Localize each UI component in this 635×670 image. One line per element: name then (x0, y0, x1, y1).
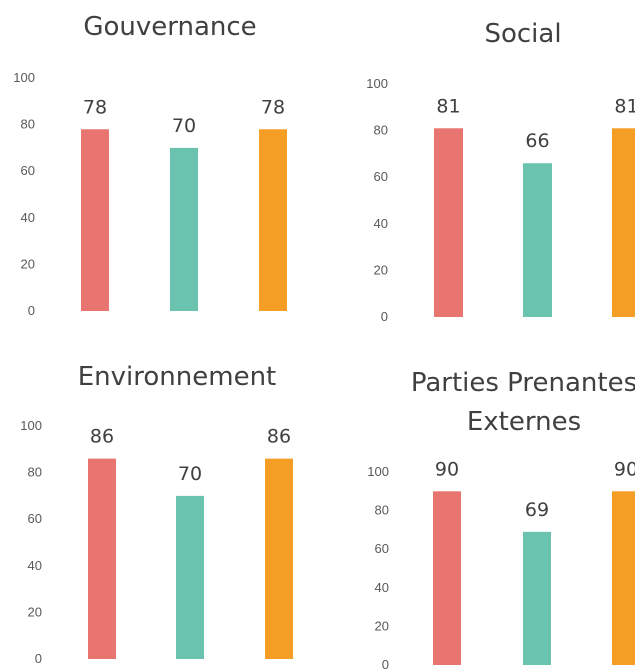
data-label: 90 (614, 458, 635, 480)
bar (176, 495, 204, 659)
y-tick-label: 80 (28, 465, 42, 480)
data-label: 70 (178, 463, 202, 485)
data-label: 70 (172, 115, 196, 137)
y-tick-label: 80 (21, 117, 35, 132)
y-tick-label: 100 (20, 418, 42, 433)
bar (523, 163, 552, 317)
data-label: 86 (267, 426, 291, 448)
data-label: 90 (435, 458, 459, 480)
bar (612, 128, 635, 317)
data-label: 66 (525, 130, 549, 152)
y-tick-label: 60 (28, 511, 42, 526)
bar (88, 458, 116, 659)
bar (265, 458, 293, 659)
bar (433, 491, 461, 665)
y-tick-label: 40 (375, 580, 389, 595)
bar (434, 128, 463, 317)
bar (523, 531, 551, 665)
y-tick-label: 60 (374, 169, 388, 184)
y-tick-label: 0 (35, 651, 42, 666)
y-tick-label: 20 (28, 604, 42, 619)
bar (612, 491, 635, 665)
y-tick-label: 100 (366, 76, 388, 91)
data-label: 81 (436, 95, 460, 117)
y-tick-label: 0 (381, 309, 388, 324)
y-tick-label: 0 (382, 657, 389, 670)
data-label: 86 (90, 426, 114, 448)
bar (170, 147, 198, 311)
chart-title: Externes (467, 407, 581, 437)
data-label: 81 (614, 95, 635, 117)
y-tick-label: 100 (367, 464, 389, 479)
y-tick-label: 40 (28, 558, 42, 573)
chart-title: Social (484, 19, 561, 49)
y-tick-label: 80 (374, 123, 388, 138)
y-tick-label: 0 (28, 303, 35, 318)
y-tick-label: 20 (374, 262, 388, 277)
y-tick-label: 40 (21, 210, 35, 225)
chart-title: Gouvernance (83, 12, 256, 42)
data-label: 78 (83, 96, 107, 118)
y-tick-label: 20 (375, 618, 389, 633)
y-tick-label: 40 (374, 216, 388, 231)
y-tick-label: 100 (13, 70, 35, 85)
y-tick-label: 20 (21, 256, 35, 271)
y-tick-label: 80 (375, 503, 389, 518)
chart-title: Environnement (78, 362, 277, 392)
bar (259, 129, 287, 311)
y-tick-label: 60 (21, 163, 35, 178)
y-tick-label: 60 (375, 541, 389, 556)
chart-title: Parties Prenantes (411, 368, 635, 398)
bar (81, 129, 109, 311)
data-label: 69 (525, 499, 549, 521)
data-label: 78 (261, 96, 285, 118)
